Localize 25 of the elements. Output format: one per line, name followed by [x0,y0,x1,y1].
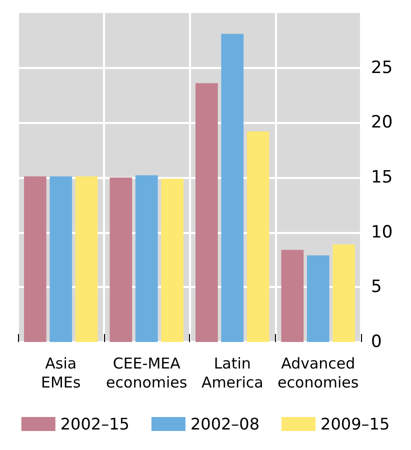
legend-label: 2002–08 [190,414,260,434]
legend-label: 2002–15 [60,414,130,434]
y-tick-label: 25 [371,58,393,78]
x-tick-label: Advanced economies [278,354,359,392]
y-tick-label: 10 [371,222,393,242]
x-tick-label: CEE-MEA economies [106,354,188,392]
y-tick-label: 5 [371,277,382,298]
bar [281,250,304,342]
x-tick-label: Latin America [201,354,264,392]
bar [196,83,218,342]
bar [135,175,158,342]
y-tick-label: 0 [371,332,382,352]
bar [110,178,132,342]
y-tick-label: 20 [371,112,393,133]
bar [306,255,330,342]
bar [246,131,270,342]
y-tick-label: 15 [371,168,393,188]
bar [24,176,46,342]
x-tick-label: Asia EMEs [41,354,81,392]
bar [75,176,98,342]
bar [161,178,184,342]
bar [221,34,244,342]
legend-label: 2009–15 [320,414,390,434]
bar [50,176,72,342]
bar [332,244,355,342]
